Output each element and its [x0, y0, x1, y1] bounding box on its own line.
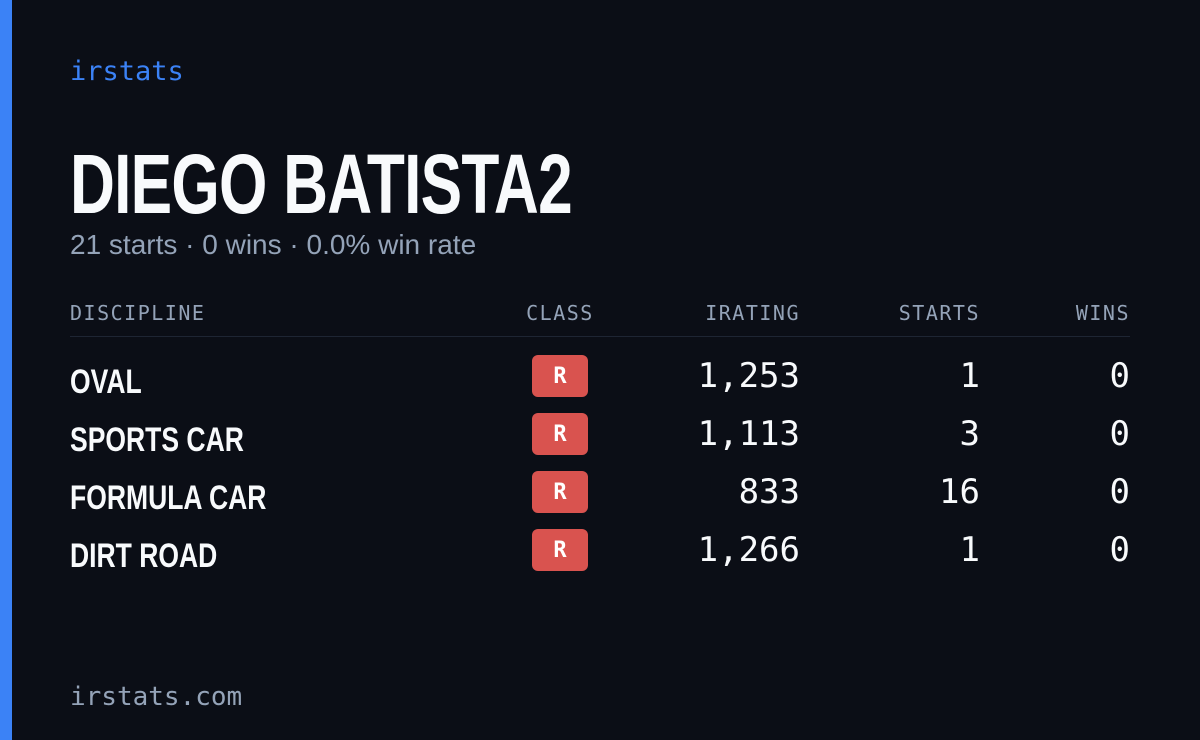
class-badge: R: [532, 413, 588, 455]
irating: 1,113: [697, 414, 800, 454]
column-header: DISCIPLINE: [70, 301, 206, 325]
wins: 0: [1109, 530, 1130, 570]
brand: irstats: [70, 56, 184, 87]
irating: 1,266: [697, 530, 800, 570]
starts: 1: [959, 530, 980, 570]
starts: 16: [939, 472, 980, 512]
wins: 0: [1109, 356, 1130, 396]
class-badge: R: [532, 529, 588, 571]
discipline: SPORTS CAR: [70, 421, 244, 459]
discipline: OVAL: [70, 363, 142, 401]
irating: 1,253: [697, 356, 800, 396]
discipline: DIRT ROAD: [70, 537, 218, 575]
column-header: IRATING: [705, 301, 800, 325]
column-header: CLASS: [526, 301, 594, 325]
starts: 1: [959, 356, 980, 396]
title: DIEGO BATISTA2: [70, 137, 573, 231]
starts: 3: [959, 414, 980, 454]
column-header: WINS: [1075, 301, 1130, 325]
footer: irstats.com: [70, 682, 243, 712]
class-badge: R: [532, 471, 588, 513]
column-header: STARTS: [898, 301, 980, 325]
wins: 0: [1109, 414, 1130, 454]
subtitle: 21 starts · 0 wins · 0.0% win rate: [70, 229, 477, 260]
class-badge: R: [532, 355, 588, 397]
divider: [70, 336, 1130, 337]
wins: 0: [1109, 472, 1130, 512]
discipline: FORMULA CAR: [70, 479, 267, 517]
accent-bar: [0, 0, 12, 740]
irating: 833: [738, 472, 800, 512]
